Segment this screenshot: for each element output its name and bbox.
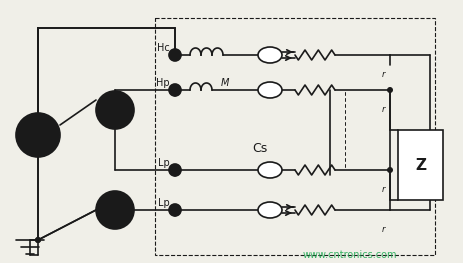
Text: V: V bbox=[112, 102, 119, 112]
Text: Lp: Lp bbox=[158, 158, 170, 168]
Text: Z: Z bbox=[415, 158, 426, 173]
Text: r: r bbox=[382, 225, 385, 234]
Ellipse shape bbox=[258, 82, 282, 98]
Text: Lp: Lp bbox=[158, 198, 170, 208]
Bar bbox=[155, 18, 435, 255]
Text: Hc: Hc bbox=[157, 43, 170, 53]
Circle shape bbox=[169, 49, 181, 61]
Text: www.cntronics.com: www.cntronics.com bbox=[303, 250, 397, 260]
Text: r: r bbox=[382, 185, 385, 194]
Text: A: A bbox=[112, 202, 119, 212]
Circle shape bbox=[387, 167, 393, 173]
Circle shape bbox=[35, 237, 41, 243]
Text: r: r bbox=[382, 70, 385, 79]
Ellipse shape bbox=[258, 47, 282, 63]
Circle shape bbox=[16, 113, 60, 157]
Circle shape bbox=[169, 84, 181, 96]
Circle shape bbox=[96, 91, 134, 129]
Bar bbox=[398, 130, 443, 200]
Text: Hp: Hp bbox=[156, 78, 170, 88]
Circle shape bbox=[35, 237, 41, 243]
Ellipse shape bbox=[258, 162, 282, 178]
Circle shape bbox=[169, 204, 181, 216]
Text: Cs: Cs bbox=[252, 141, 268, 154]
Text: M: M bbox=[221, 78, 229, 88]
Circle shape bbox=[387, 87, 393, 93]
Circle shape bbox=[169, 164, 181, 176]
Circle shape bbox=[96, 191, 134, 229]
Ellipse shape bbox=[258, 202, 282, 218]
Text: r: r bbox=[382, 105, 385, 114]
